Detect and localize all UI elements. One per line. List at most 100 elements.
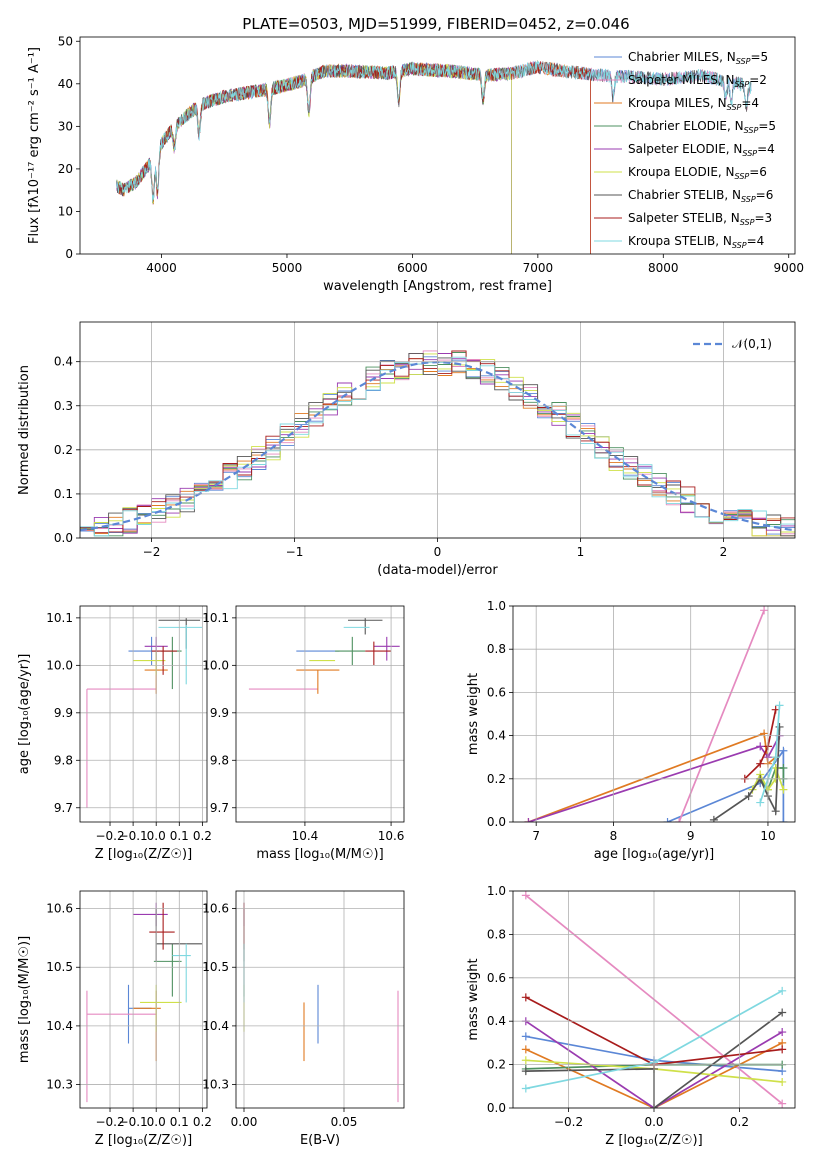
weight-marker xyxy=(778,1028,787,1037)
x-axis-label: E(B-V) xyxy=(300,1133,340,1148)
y-tick-label: 10.0 xyxy=(202,658,229,672)
weight-marker xyxy=(709,815,718,822)
weight-marker xyxy=(663,818,672,822)
x-axis-label: (data-model)/error xyxy=(377,563,498,578)
y-tick-label: 0.6 xyxy=(487,685,506,699)
weight-marker xyxy=(756,742,765,751)
x-tick-label: −2 xyxy=(143,545,161,559)
x-tick-label: 6000 xyxy=(397,261,428,275)
x-tick-label: −0.1 xyxy=(119,829,148,843)
legend-entry: Kroupa MILES, NSSP=4 xyxy=(628,96,759,112)
x-tick-label: −1 xyxy=(286,545,304,559)
weight-marker xyxy=(521,1045,530,1054)
x-tick-label: 0.0 xyxy=(147,1115,166,1129)
y-tick-label: 10.5 xyxy=(202,960,229,974)
y-tick-label: 10.4 xyxy=(46,1019,73,1033)
legend-entry: Chabrier ELODIE, NSSP=5 xyxy=(628,119,776,135)
y-tick-label: 0.8 xyxy=(487,642,506,656)
weight-marker xyxy=(778,1099,787,1108)
x-tick-label: 0.05 xyxy=(331,1115,358,1129)
x-tick-label: 9000 xyxy=(773,261,804,275)
weight-marker xyxy=(521,1084,530,1093)
x-tick-label: 0.00 xyxy=(231,1115,258,1129)
axes-residuals: −2 −1 0 1 2 0.0 0.1 0.2 0.3 0.4 (data-model)/error… xyxy=(17,321,796,578)
spectrum-line xyxy=(116,61,591,254)
axes-age_vs_mass: 10.4 10.6 9.7 9.8 9.9 10.0 10.1 mass [log₁₀(M/M… xyxy=(202,605,404,862)
weight-marker xyxy=(779,764,788,772)
axes-spectrum: 4000 5000 6000 7000 8000 9000 0 10 20 30 40 50 wavel… xyxy=(27,34,804,294)
weight-line xyxy=(528,732,777,822)
weight-marker xyxy=(779,785,788,794)
y-axis-label: Normed distribution xyxy=(17,365,32,495)
weight-marker xyxy=(779,818,788,822)
y-tick-label: 10.3 xyxy=(202,1078,229,1092)
x-tick-label: 0.0 xyxy=(147,829,166,843)
axes-frame xyxy=(79,605,208,823)
axes-frame xyxy=(512,890,796,1109)
y-tick-label: 1.0 xyxy=(487,599,506,613)
x-tick-label: 2 xyxy=(720,545,728,559)
x-tick-label: 10.4 xyxy=(292,829,319,843)
legend-entry: 𝒩(0,1) xyxy=(732,337,772,351)
y-axis-label: Flux [fλ10⁻¹⁷ erg cm⁻² s⁻¹ A⁻¹] xyxy=(27,47,42,244)
y-tick-label: 0.6 xyxy=(487,971,506,985)
x-tick-label: 7 xyxy=(532,829,540,843)
y-tick-label: 0.1 xyxy=(54,487,73,501)
x-tick-label: 0.0 xyxy=(644,1115,663,1129)
y-tick-label: 10.6 xyxy=(46,902,73,916)
y-tick-label: 10.6 xyxy=(202,902,229,916)
x-tick-label: 0.2 xyxy=(730,1115,749,1129)
y-axis-label: mass [log₁₀(M/M☉)] xyxy=(17,936,32,1063)
weight-marker xyxy=(779,746,788,755)
x-tick-label: 9 xyxy=(687,829,695,843)
weight-marker xyxy=(771,753,780,762)
plot-area-mass_vs_Z xyxy=(86,902,203,1103)
weight-marker xyxy=(775,701,784,710)
y-tick-label: 20 xyxy=(58,162,73,176)
spectrum-line xyxy=(116,62,512,254)
weight-line xyxy=(678,609,765,822)
plot-area-mass_vs_ebv xyxy=(243,902,399,1103)
plot-area-weight_vs_age xyxy=(524,606,788,822)
x-tick-label: 5000 xyxy=(272,261,303,275)
y-tick-label: 9.7 xyxy=(210,801,229,815)
y-tick-label: 10.5 xyxy=(46,960,73,974)
weight-line xyxy=(759,705,781,803)
axes-frame xyxy=(79,890,208,1109)
y-tick-label: 9.9 xyxy=(54,706,73,720)
weight-marker xyxy=(524,818,533,822)
weight-marker xyxy=(756,759,765,768)
legend-entry: Salpeter STELIB, NSSP=3 xyxy=(628,211,772,227)
spectrum-line xyxy=(116,62,512,254)
x-tick-label: 0.2 xyxy=(193,829,212,843)
axes-weight_vs_age: 7 8 9 10 0.0 0.2 0.4 0.6 0.8 1.0 age [log₁₀(age/yr… xyxy=(466,599,796,862)
x-tick-label: 7000 xyxy=(523,261,554,275)
y-tick-label: 0.4 xyxy=(487,729,506,743)
legend-entry: Chabrier STELIB, NSSP=6 xyxy=(628,188,773,204)
legend-entry: Kroupa ELODIE, NSSP=6 xyxy=(628,165,767,181)
weight-marker xyxy=(778,1077,787,1086)
y-tick-label: 0.3 xyxy=(54,399,73,413)
y-tick-label: 0.0 xyxy=(54,531,73,545)
x-tick-label: 0 xyxy=(434,545,442,559)
y-tick-label: 0.0 xyxy=(487,815,506,829)
y-tick-label: 0.2 xyxy=(487,1058,506,1072)
axes-weight_vs_Z: −0.2 0.0 0.2 0.0 0.2 0.4 0.6 0.8 1.0 Z [log₁₀(Z/Z… xyxy=(466,884,796,1148)
y-tick-label: 0.2 xyxy=(54,443,73,457)
y-tick-label: 10 xyxy=(58,204,73,218)
x-tick-label: −0.1 xyxy=(119,1115,148,1129)
x-axis-label: age [log₁₀(age/yr)] xyxy=(594,847,715,862)
legend-entry: Salpeter ELODIE, NSSP=4 xyxy=(628,142,775,158)
x-axis-label: mass [log₁₀(M/M☉)] xyxy=(256,847,383,862)
x-tick-label: 10 xyxy=(760,829,775,843)
x-tick-label: 0.2 xyxy=(193,1115,212,1129)
y-tick-label: 9.9 xyxy=(210,706,229,720)
weight-marker xyxy=(756,798,765,807)
weight-line xyxy=(713,726,781,821)
y-tick-label: 1.0 xyxy=(487,884,506,898)
x-tick-label: 8 xyxy=(610,829,618,843)
weight-line xyxy=(528,735,781,822)
y-tick-label: 0.0 xyxy=(487,1101,506,1115)
legend: Chabrier MILES, NSSP=5 Salpeter MILES, NS… xyxy=(594,50,776,250)
x-tick-label: 8000 xyxy=(648,261,679,275)
